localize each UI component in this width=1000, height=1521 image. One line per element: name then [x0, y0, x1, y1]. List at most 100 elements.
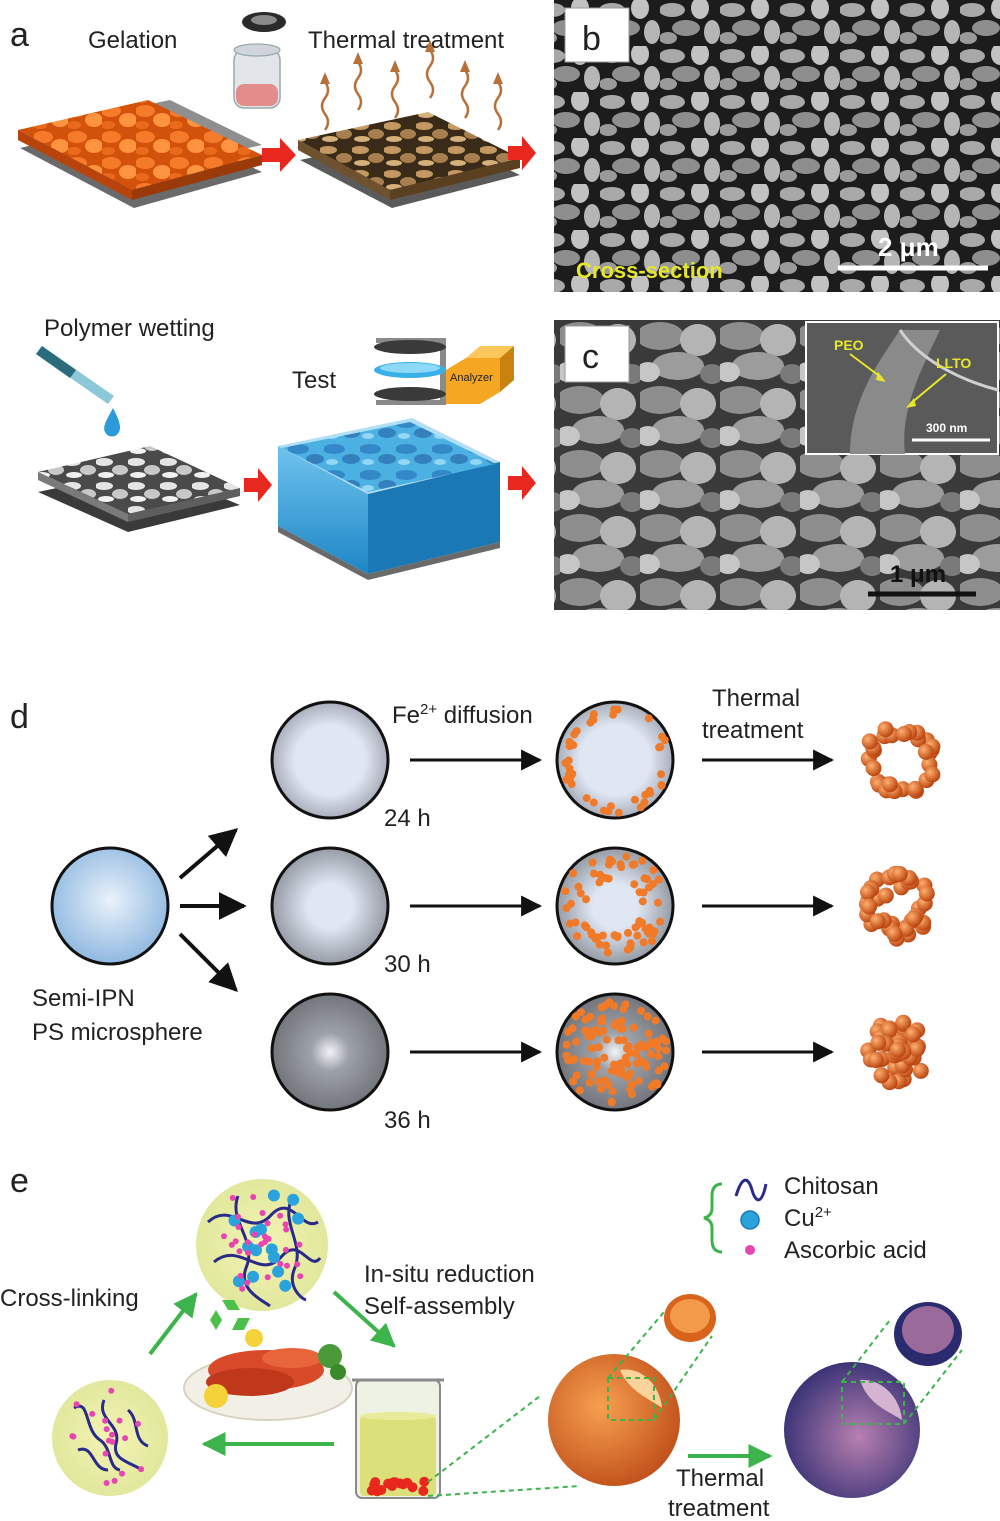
fe-particle	[633, 931, 642, 940]
iron-oxide-particle	[861, 733, 878, 750]
fe-particle	[628, 1090, 637, 1099]
fe-particle	[603, 948, 612, 957]
fe-particle	[660, 1062, 669, 1071]
zoom-line-2	[427, 1485, 581, 1497]
fe-particle	[617, 1016, 626, 1025]
fe-particle	[656, 742, 665, 751]
inset-peo-label: PEO	[834, 337, 864, 353]
chitosan-legend-icon	[734, 1178, 768, 1202]
fe-particle	[632, 1049, 641, 1058]
fe-particle	[595, 940, 604, 949]
source-label-1: Semi-IPN	[32, 985, 135, 1012]
iron-oxide-particle	[905, 1026, 922, 1043]
iron-oxide-particle	[881, 776, 898, 793]
fe-particle	[613, 933, 622, 941]
ascorbic-molecule	[239, 1285, 246, 1292]
ascorbic-molecule	[221, 1233, 227, 1240]
recycle-icon	[210, 1300, 250, 1330]
fe-particle	[644, 1029, 653, 1038]
ascorbic-molecule	[103, 1426, 110, 1433]
panel-d-letter: d	[10, 698, 29, 736]
ascorbic-molecule	[234, 1213, 241, 1220]
fe-particle	[594, 1077, 603, 1086]
thermal-label-e-1: Thermal	[676, 1465, 764, 1492]
fe-particle	[572, 727, 581, 736]
fe-particle	[637, 1006, 646, 1015]
cu-particle	[370, 1477, 381, 1488]
hollow-sphere-24h	[860, 721, 941, 800]
ascorbic-molecule	[103, 1480, 110, 1486]
fe-particle	[564, 770, 573, 779]
chitosan-solution	[52, 1380, 168, 1496]
analyzer-label: Analyzer	[450, 372, 493, 384]
ascorbic-molecule	[284, 1262, 290, 1269]
fe-sphere-30h	[555, 846, 675, 966]
ascorbic-molecule	[109, 1438, 116, 1445]
fe-particle	[616, 1024, 625, 1033]
fe-particle	[640, 874, 649, 883]
crosslink-arrow	[148, 1292, 198, 1356]
fe-particle	[595, 878, 604, 887]
fe-particle	[601, 1076, 609, 1085]
iron-oxide-particle	[896, 726, 912, 742]
ascorbic-molecule	[116, 1417, 123, 1424]
fe-particle	[654, 1052, 663, 1061]
fe-particle	[654, 1044, 663, 1053]
fe-particle	[616, 1059, 625, 1068]
cuo-shell-sphere	[784, 1302, 963, 1498]
fe-particle	[639, 938, 648, 947]
scale-label-b: 2 μm	[878, 232, 939, 262]
fe-particle	[654, 875, 663, 884]
cu-particle	[390, 1477, 401, 1488]
ascorbic-molecule	[277, 1260, 284, 1267]
process-arrow-4	[508, 466, 536, 500]
ascorbic-molecule	[283, 1226, 290, 1233]
fe-particle	[581, 1026, 590, 1035]
fe-particle	[638, 897, 647, 906]
ascorbic-molecule	[261, 1233, 268, 1240]
porous-slab	[38, 446, 240, 532]
panel-e-letter: e	[10, 1162, 29, 1200]
process-arrow-1	[262, 138, 296, 172]
cu-ion	[287, 1193, 300, 1206]
fe-particle	[582, 794, 591, 803]
solid-sphere-36h	[860, 1014, 929, 1091]
fe-particle	[649, 866, 658, 875]
fe-particle	[564, 756, 573, 765]
iron-oxide-particle	[891, 866, 908, 882]
fe-particle	[571, 918, 580, 927]
ascorbic-molecule	[102, 1417, 109, 1424]
fe-particle	[596, 870, 605, 879]
ascorbic-molecule	[297, 1273, 304, 1280]
process-arrow-3	[244, 468, 272, 502]
fe-sphere-36h	[555, 992, 675, 1112]
fe-particle	[640, 798, 649, 807]
iron-oxide-particle	[907, 780, 924, 797]
fe-particle	[610, 1001, 619, 1010]
ascorbic-molecule	[258, 1241, 265, 1248]
fe-particle	[588, 858, 597, 867]
fe-particle	[585, 1078, 594, 1087]
sphere-30h	[270, 846, 390, 966]
fe-particle	[646, 1050, 655, 1059]
ascorbic-molecule	[73, 1401, 80, 1408]
fe-particle	[614, 1036, 623, 1045]
fe-particle	[641, 1060, 650, 1069]
vial-icon	[233, 12, 286, 109]
fe-particle	[648, 937, 656, 946]
fe-particle	[576, 1086, 584, 1095]
fe-particle	[626, 1069, 635, 1078]
thermal-label-d-1: Thermal	[712, 685, 800, 712]
ascorbic-molecule	[282, 1221, 289, 1228]
ascorbic-molecule	[119, 1470, 125, 1477]
legend-chitosan-label: Chitosan	[784, 1173, 879, 1200]
iron-oxide-particle	[889, 1041, 906, 1058]
fe-particle	[577, 1008, 585, 1017]
fe-particle	[586, 1012, 595, 1021]
ascorbic-molecule	[244, 1279, 251, 1286]
cross-section-caption: Cross-section	[576, 258, 723, 283]
fe-particle	[597, 1003, 606, 1012]
fe-particle	[621, 1000, 630, 1009]
panel-b-sem-image: b 2 μm Cross-section	[554, 0, 1000, 292]
fe-particle	[562, 904, 571, 913]
